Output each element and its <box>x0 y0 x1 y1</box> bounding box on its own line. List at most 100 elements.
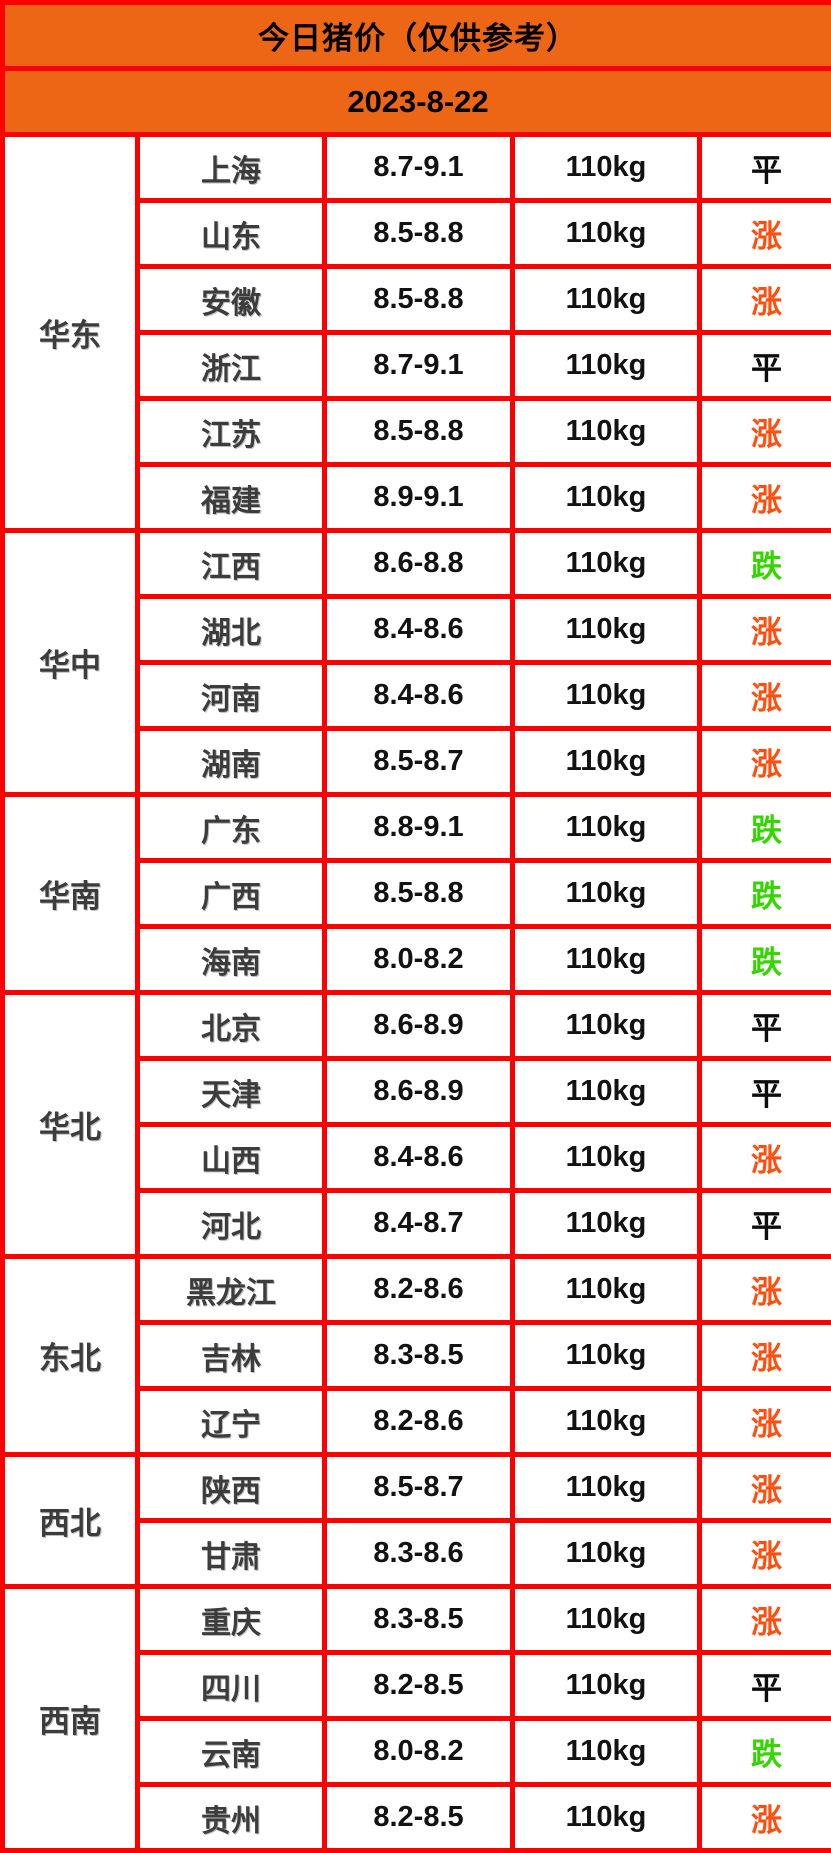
price-range-cell: 8.5-8.8 <box>325 861 513 927</box>
province-cell: 浙江 <box>138 333 325 399</box>
page-title: 今日猪价（仅供参考） <box>3 3 831 69</box>
weight-cell: 110kg <box>513 729 700 795</box>
weight-cell: 110kg <box>513 597 700 663</box>
weight-cell: 110kg <box>513 663 700 729</box>
province-cell: 云南 <box>138 1719 325 1785</box>
status-cell: 平 <box>700 993 831 1059</box>
status-cell: 平 <box>700 333 831 399</box>
region-cell: 华北 <box>3 993 138 1257</box>
status-cell: 涨 <box>700 729 831 795</box>
weight-cell: 110kg <box>513 399 700 465</box>
weight-cell: 110kg <box>513 1785 700 1851</box>
region-cell: 东北 <box>3 1257 138 1455</box>
status-cell: 涨 <box>700 1389 831 1455</box>
status-cell: 涨 <box>700 1323 831 1389</box>
price-range-cell: 8.2-8.5 <box>325 1653 513 1719</box>
weight-cell: 110kg <box>513 333 700 399</box>
province-cell: 四川 <box>138 1653 325 1719</box>
province-cell: 河南 <box>138 663 325 729</box>
weight-cell: 110kg <box>513 135 700 201</box>
status-cell: 涨 <box>700 1521 831 1587</box>
weight-cell: 110kg <box>513 531 700 597</box>
price-range-cell: 8.4-8.6 <box>325 597 513 663</box>
status-cell: 跌 <box>700 531 831 597</box>
price-range-cell: 8.4-8.7 <box>325 1191 513 1257</box>
status-cell: 跌 <box>700 861 831 927</box>
weight-cell: 110kg <box>513 267 700 333</box>
weight-cell: 110kg <box>513 861 700 927</box>
weight-cell: 110kg <box>513 1257 700 1323</box>
region-cell: 西北 <box>3 1455 138 1587</box>
price-range-cell: 8.6-8.9 <box>325 1059 513 1125</box>
status-cell: 平 <box>700 1653 831 1719</box>
weight-cell: 110kg <box>513 1653 700 1719</box>
weight-cell: 110kg <box>513 795 700 861</box>
weight-cell: 110kg <box>513 1719 700 1785</box>
province-cell: 江西 <box>138 531 325 597</box>
weight-cell: 110kg <box>513 1059 700 1125</box>
price-range-cell: 8.5-8.8 <box>325 201 513 267</box>
province-cell: 湖北 <box>138 597 325 663</box>
status-cell: 涨 <box>700 1455 831 1521</box>
province-cell: 广东 <box>138 795 325 861</box>
price-table-head: 今日猪价（仅供参考） 2023-8-22 <box>3 3 831 135</box>
province-cell: 海南 <box>138 927 325 993</box>
title-row: 今日猪价（仅供参考） <box>3 3 831 69</box>
price-range-cell: 8.3-8.6 <box>325 1521 513 1587</box>
status-cell: 跌 <box>700 795 831 861</box>
status-cell: 涨 <box>700 1125 831 1191</box>
price-range-cell: 8.7-9.1 <box>325 333 513 399</box>
price-range-cell: 8.4-8.6 <box>325 1125 513 1191</box>
weight-cell: 110kg <box>513 1191 700 1257</box>
price-range-cell: 8.5-8.7 <box>325 1455 513 1521</box>
status-cell: 涨 <box>700 399 831 465</box>
province-cell: 上海 <box>138 135 325 201</box>
province-cell: 贵州 <box>138 1785 325 1851</box>
date-row: 2023-8-22 <box>3 69 831 135</box>
status-cell: 涨 <box>700 1587 831 1653</box>
province-cell: 陕西 <box>138 1455 325 1521</box>
weight-cell: 110kg <box>513 1323 700 1389</box>
province-cell: 辽宁 <box>138 1389 325 1455</box>
status-cell: 平 <box>700 1059 831 1125</box>
weight-cell: 110kg <box>513 927 700 993</box>
status-cell: 涨 <box>700 1785 831 1851</box>
province-cell: 甘肃 <box>138 1521 325 1587</box>
price-range-cell: 8.5-8.8 <box>325 267 513 333</box>
status-cell: 跌 <box>700 927 831 993</box>
weight-cell: 110kg <box>513 1389 700 1455</box>
price-range-cell: 8.3-8.5 <box>325 1587 513 1653</box>
status-cell: 平 <box>700 135 831 201</box>
price-range-cell: 8.6-8.8 <box>325 531 513 597</box>
weight-cell: 110kg <box>513 993 700 1059</box>
price-range-cell: 8.7-9.1 <box>325 135 513 201</box>
weight-cell: 110kg <box>513 1521 700 1587</box>
status-cell: 涨 <box>700 201 831 267</box>
price-range-cell: 8.2-8.5 <box>325 1785 513 1851</box>
weight-cell: 110kg <box>513 1455 700 1521</box>
region-cell: 华东 <box>3 135 138 531</box>
region-cell: 华中 <box>3 531 138 795</box>
price-range-cell: 8.9-9.1 <box>325 465 513 531</box>
province-cell: 江苏 <box>138 399 325 465</box>
province-cell: 山东 <box>138 201 325 267</box>
price-range-cell: 8.2-8.6 <box>325 1389 513 1455</box>
status-cell: 涨 <box>700 267 831 333</box>
status-cell: 跌 <box>700 1719 831 1785</box>
price-range-cell: 8.2-8.6 <box>325 1257 513 1323</box>
province-cell: 广西 <box>138 861 325 927</box>
region-cell: 华南 <box>3 795 138 993</box>
province-cell: 吉林 <box>138 1323 325 1389</box>
price-range-cell: 8.0-8.2 <box>325 1719 513 1785</box>
province-cell: 福建 <box>138 465 325 531</box>
province-cell: 天津 <box>138 1059 325 1125</box>
weight-cell: 110kg <box>513 1587 700 1653</box>
